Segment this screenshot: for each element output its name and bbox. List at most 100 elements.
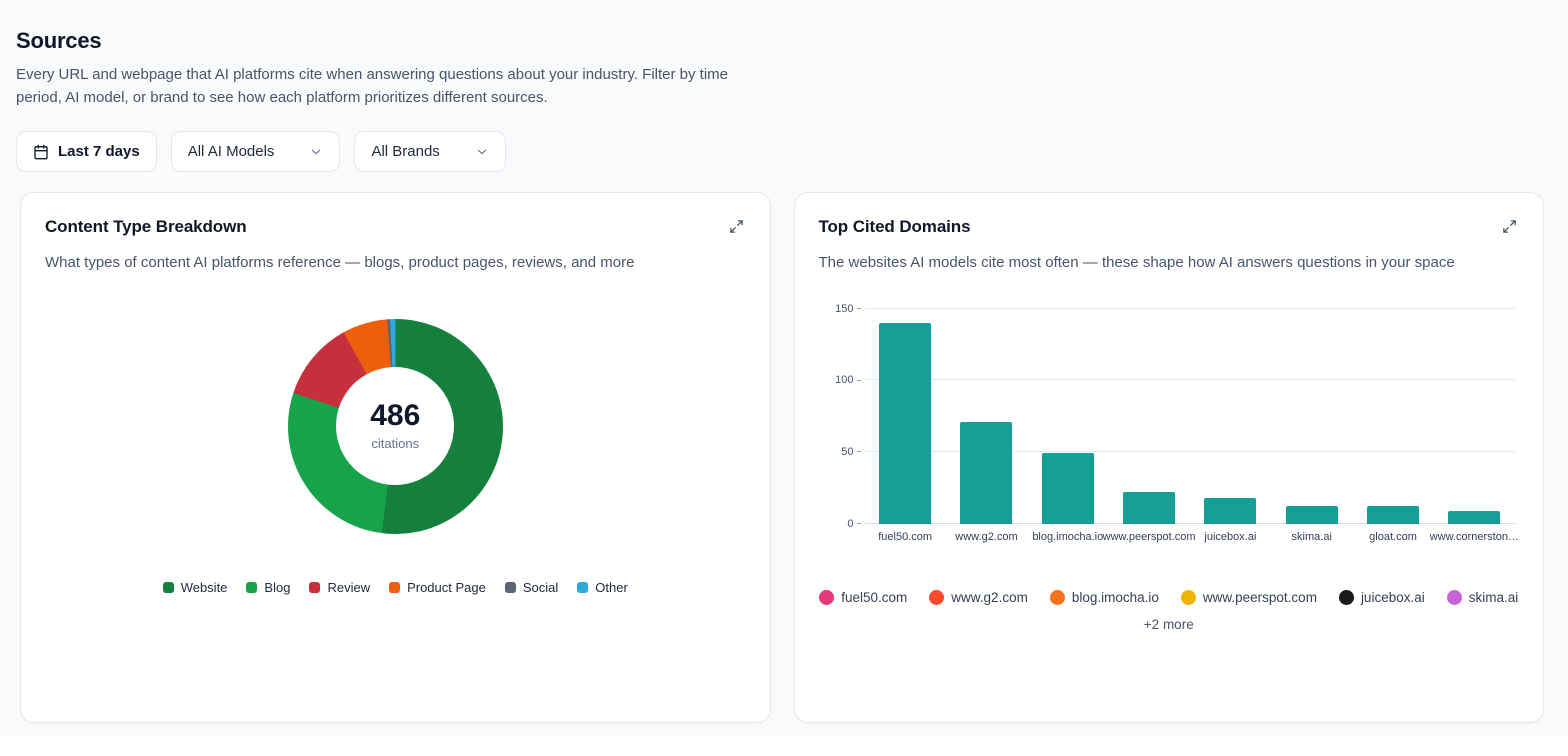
favicon-domain: blog.imocha.io — [1071, 589, 1159, 605]
bar-column: juicebox.ai — [1190, 309, 1271, 543]
next-section-edge — [0, 735, 1568, 756]
favicon-domain: www.peerspot.com — [1202, 589, 1317, 605]
favicon-icon — [819, 589, 835, 605]
legend-item-website[interactable]: Website — [162, 579, 228, 595]
y-tick-label: 100 — [835, 374, 860, 386]
citations-total: 486 — [370, 399, 421, 432]
domain-bar[interactable] — [1367, 506, 1420, 524]
date-range-button[interactable]: Last 7 days — [16, 131, 157, 172]
top-domains-header: Top Cited Domains — [819, 217, 1520, 239]
favicon-item[interactable]: www.g2.com — [929, 589, 1028, 605]
favicon-icon — [929, 589, 945, 605]
bar-label: juicebox.ai — [1204, 530, 1257, 543]
bar-column: www.g2.com — [946, 309, 1027, 543]
domain-bar[interactable] — [1041, 453, 1094, 524]
bar-label: www.cornerston… — [1429, 530, 1519, 543]
legend-item-review[interactable]: Review — [309, 580, 370, 595]
domains-chart: 0 50 100 150 fuel50.com www.g2.com blog.imoch… — [819, 303, 1520, 543]
content-type-card: Content Type Breakdown What types of con… — [20, 192, 771, 723]
favicon-domain: juicebox.ai — [1360, 589, 1425, 605]
top-domains-card: Top Cited Domains The websites AI models… — [793, 192, 1544, 723]
ai-model-select[interactable]: All AI Models — [170, 131, 341, 172]
legend-swatch — [246, 581, 258, 593]
legend-swatch — [504, 581, 516, 593]
favicon-icon — [1446, 589, 1462, 605]
bar-column: blog.imocha.io — [1027, 309, 1108, 543]
favicon-icon — [1338, 589, 1354, 605]
content-type-title: Content Type Breakdown — [45, 217, 247, 236]
bar-column: www.cornerston… — [1430, 309, 1519, 543]
gridline — [864, 450, 1515, 452]
top-domains-title: Top Cited Domains — [818, 217, 971, 236]
legend-label: Social — [522, 579, 559, 595]
content-type-header: Content Type Breakdown — [45, 217, 746, 239]
citations-caption: citations — [371, 436, 420, 451]
favicon-item[interactable]: skima.ai — [1446, 589, 1518, 605]
content-type-legend: Website Blog Review Product Page Social Other — [45, 580, 746, 595]
bar-label: www.peerspot.com — [1102, 530, 1196, 543]
calendar-icon — [33, 144, 49, 160]
bar-label: gloat.com — [1369, 530, 1417, 543]
ai-model-value: All AI Models — [187, 143, 275, 160]
gridline — [864, 307, 1515, 309]
legend-swatch — [577, 581, 589, 593]
bar-column: skima.ai — [1271, 309, 1352, 543]
legend-item-other[interactable]: Other — [577, 580, 628, 595]
bar-label: www.g2.com — [955, 530, 1018, 543]
donut-center: 486 citations — [336, 367, 455, 485]
bar-column: www.peerspot.com — [1103, 309, 1196, 543]
favicon-domain: fuel50.com — [841, 589, 908, 605]
domains-bars: fuel50.com www.g2.com blog.imocha.io www.pe… — [865, 309, 1519, 543]
domain-bar[interactable] — [1448, 510, 1501, 524]
chevron-down-icon — [309, 145, 323, 159]
domain-bar[interactable] — [1285, 506, 1338, 524]
bar-label: fuel50.com — [878, 530, 933, 543]
domains-plot: fuel50.com www.g2.com blog.imocha.io www.pe… — [864, 307, 1519, 543]
gridline — [864, 522, 1515, 524]
favicon-icon — [1180, 589, 1196, 605]
expand-icon[interactable] — [1500, 217, 1519, 239]
bar-label: skima.ai — [1291, 530, 1332, 543]
more-domains-label[interactable]: +2 more — [1143, 616, 1194, 632]
y-tick-label: 150 — [835, 303, 860, 315]
expand-icon[interactable] — [727, 217, 746, 239]
legend-label: Product Page — [407, 579, 486, 595]
page-subtitle: Every URL and webpage that AI platforms … — [16, 66, 729, 106]
domains-favicons: fuel50.com www.g2.com blog.imocha.io www.pe… — [819, 589, 1520, 605]
date-range-label: Last 7 days — [58, 143, 140, 160]
brand-select[interactable]: All Brands — [354, 131, 506, 172]
page-title: Sources — [16, 28, 102, 53]
legend-label: Review — [327, 579, 371, 595]
legend-swatch — [309, 581, 321, 593]
y-tick-label: 50 — [841, 446, 860, 458]
gridline — [864, 379, 1515, 381]
domain-bar[interactable] — [1123, 491, 1176, 524]
cards-row: Content Type Breakdown What types of con… — [20, 192, 1544, 723]
favicon-icon — [1049, 589, 1065, 605]
domain-bar[interactable] — [1204, 497, 1257, 524]
legend-label: Other — [595, 579, 628, 595]
domains-yaxis: 0 50 100 150 — [819, 303, 865, 530]
legend-item-product-page[interactable]: Product Page — [389, 580, 486, 595]
legend-label: Website — [180, 579, 228, 595]
domain-bar[interactable] — [879, 322, 932, 524]
legend-item-blog[interactable]: Blog — [246, 580, 290, 595]
content-type-donut[interactable]: 486 citations — [287, 318, 503, 534]
favicon-item[interactable]: www.peerspot.com — [1180, 589, 1317, 605]
favicon-domain: www.g2.com — [951, 589, 1028, 605]
bar-label: blog.imocha.io — [1032, 530, 1104, 543]
legend-label: Blog — [264, 579, 291, 595]
favicon-item[interactable]: blog.imocha.io — [1049, 589, 1159, 605]
brand-value: All Brands — [371, 143, 440, 160]
legend-item-social[interactable]: Social — [504, 579, 559, 595]
favicon-item[interactable]: juicebox.ai — [1338, 589, 1425, 605]
sources-page: Sources Every URL and webpage that AI pl… — [0, 0, 1568, 723]
bar-column: gloat.com — [1352, 309, 1433, 543]
y-tick-label: 0 — [847, 518, 860, 530]
favicon-item[interactable]: fuel50.com — [819, 589, 908, 605]
content-type-subtitle: What types of content AI platforms refer… — [45, 254, 635, 271]
domain-bar[interactable] — [960, 421, 1013, 524]
chevron-down-icon — [475, 145, 489, 159]
top-domains-subtitle: The websites AI models cite most often —… — [818, 254, 1455, 271]
donut-chart-wrap: 486 citations — [45, 318, 746, 534]
